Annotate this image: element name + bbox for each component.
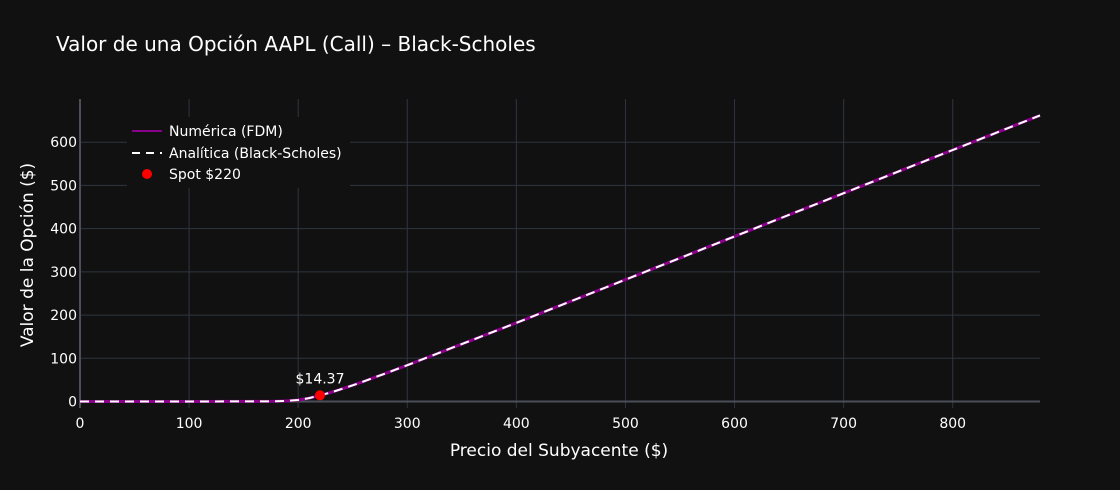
y-tick-label: 100	[50, 351, 77, 367]
x-tick-label: 300	[394, 416, 421, 432]
x-tick-label: 100	[176, 416, 203, 432]
y-tick-label: 600	[50, 135, 77, 151]
series-line-analitica	[80, 114, 1041, 403]
x-tick-label: 500	[612, 416, 639, 432]
annotations: $14.37	[296, 371, 345, 387]
y-axis-title: Valor de la Opción ($)	[18, 163, 38, 347]
x-tick-label: 700	[830, 416, 857, 432]
x-axis-title: Precio del Subyacente ($)	[450, 441, 668, 461]
x-tick-label: 200	[285, 416, 312, 432]
y-tick-label: 500	[50, 178, 77, 194]
axes: 0 100 200 300 400 500 600 700 800 0 100 200 300 400 50…	[50, 135, 966, 432]
spot-marker	[315, 390, 325, 401]
legend-label-analitica: Analítica (Black-Scholes)	[169, 146, 342, 162]
legend-background	[127, 117, 350, 188]
x-tick-label: 600	[721, 416, 748, 432]
y-tick-label: 0	[68, 395, 77, 411]
y-tick-label: 200	[50, 308, 77, 324]
legend-label-numerica: Numérica (FDM)	[169, 124, 283, 140]
x-tick-label: 400	[503, 416, 530, 432]
x-tick-label: 800	[939, 416, 966, 432]
legend[interactable]: Numérica (FDM) Analítica (Black-Scholes)…	[127, 117, 350, 188]
legend-label-spot: Spot $220	[169, 167, 241, 183]
spot-value-annotation: $14.37	[296, 371, 345, 387]
legend-swatch-spot	[142, 169, 152, 179]
x-tick-label: 0	[76, 416, 85, 432]
y-tick-label: 400	[50, 222, 77, 238]
y-tick-label: 300	[50, 265, 77, 281]
chart-title: Valor de una Opción AAPL (Call) – Black-…	[56, 32, 536, 56]
plot-area	[80, 114, 1041, 404]
